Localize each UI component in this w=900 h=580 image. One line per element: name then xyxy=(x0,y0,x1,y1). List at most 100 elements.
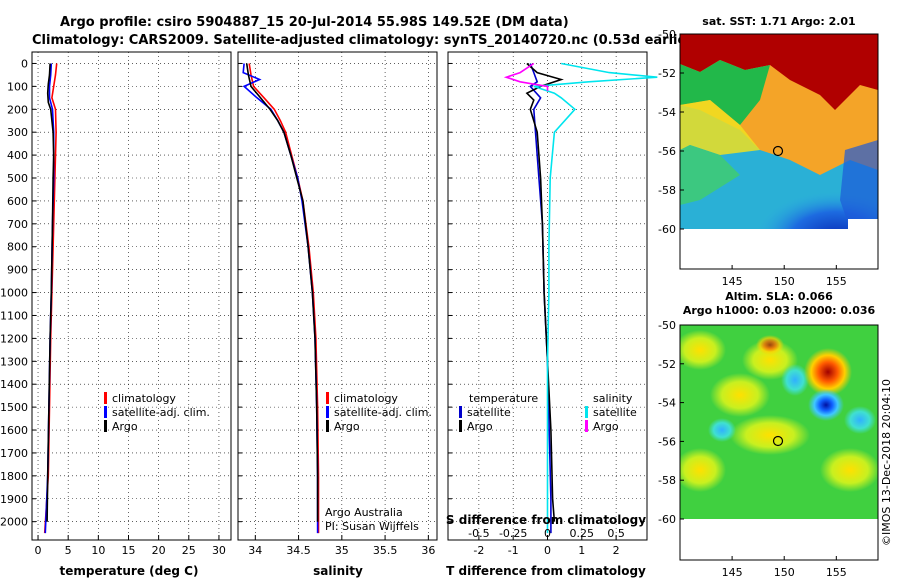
imos-credit: ©IMOS 13-Dec-2018 20:04:10 xyxy=(880,379,893,546)
series-layer xyxy=(43,62,658,534)
argo-position-marker xyxy=(772,435,784,447)
difference-legend: temperature satellite Argo salinity sate… xyxy=(459,392,637,433)
x-tick-label: 34 xyxy=(248,544,262,557)
sst-yellow-band xyxy=(680,100,760,155)
y-tick-label: 1200 xyxy=(0,332,28,345)
difference-xlabel: T difference from climatology xyxy=(446,564,646,578)
x-tick-label: 35 xyxy=(335,544,349,557)
annotation-pi: PI: Susan Wijffels xyxy=(325,520,419,533)
s-tick-label: 0.25 xyxy=(570,527,595,540)
sla-blob xyxy=(710,373,770,417)
legend-swatch-climatology xyxy=(104,392,107,404)
sla-high-small xyxy=(756,335,784,355)
y-tick-label: 100 xyxy=(7,80,28,93)
sst-map-title: sat. SST: 1.71 Argo: 2.01 xyxy=(702,15,855,28)
legend-label-climatology: climatology xyxy=(112,392,176,405)
legend-swatch-t-satellite xyxy=(459,406,462,418)
legend-swatch-satellite xyxy=(104,406,107,418)
map-x-tick-label: 150 xyxy=(774,275,795,288)
x-tick-label: 0 xyxy=(544,544,551,557)
annotation-argo-australia: Argo Australia xyxy=(325,506,403,519)
legend-title-temperature: temperature xyxy=(469,392,538,405)
y-tick-label: 700 xyxy=(7,218,28,231)
x-tick-label: 2 xyxy=(613,544,620,557)
x-tick-label: 36 xyxy=(421,544,435,557)
salinity-legend: climatology satellite-adj. clim. Argo xyxy=(326,392,432,433)
legend-label-t-satellite: satellite xyxy=(467,406,511,419)
legend-swatch-t-argo xyxy=(459,420,462,432)
sla-blob xyxy=(680,330,726,370)
salinity-panel-frame xyxy=(237,51,438,541)
map-y-tick-label: -58 xyxy=(658,184,676,197)
y-tick-label: 1800 xyxy=(0,470,28,483)
sla-blob xyxy=(680,448,726,492)
series-line-t-satellite xyxy=(529,63,552,534)
map-y-tick-label: -56 xyxy=(658,145,676,158)
s-tick-label: 0 xyxy=(544,527,551,540)
s-tick-label: -0.25 xyxy=(499,527,527,540)
grid-layer xyxy=(32,52,647,540)
x-tick-label: 20 xyxy=(152,544,166,557)
map-y-tick-label: -52 xyxy=(658,358,676,371)
sla-blob xyxy=(781,364,809,396)
y-tick-label: 400 xyxy=(7,149,28,162)
x-tick-label: 15 xyxy=(121,544,135,557)
legend-label-satellite: satellite-adj. clim. xyxy=(334,406,432,419)
series-line-t-argo xyxy=(525,62,564,522)
temperature-panel-frame xyxy=(31,51,232,541)
legend-swatch-climatology xyxy=(326,392,329,404)
y-tick-label: 600 xyxy=(7,195,28,208)
s-tick-label: -0.5 xyxy=(468,527,489,540)
salinity-xlabel: salinity xyxy=(313,564,363,578)
legend-swatch-argo xyxy=(326,420,329,432)
y-tick-label: 0 xyxy=(21,57,28,70)
y-tick-label: 1300 xyxy=(0,355,28,368)
s-tick-label: 0.5 xyxy=(607,527,625,540)
sla-blob xyxy=(844,406,876,434)
map-y-tick-label: -52 xyxy=(658,67,676,80)
legend-label-t-argo: Argo xyxy=(467,420,493,433)
x-tick-label: 35.5 xyxy=(373,544,398,557)
figure-title-line1: Argo profile: csiro 5904887_15 20-Jul-20… xyxy=(60,15,569,30)
temperature-xlabel: temperature (deg C) xyxy=(60,564,199,578)
legend-swatch-s-satellite xyxy=(585,406,588,418)
sla-map-title: Altim. SLA: 0.066 xyxy=(725,290,833,303)
sst-green-band xyxy=(680,60,770,125)
map-x-tick-label: 155 xyxy=(826,275,847,288)
sla-blob xyxy=(730,415,810,455)
x-tick-label: 1 xyxy=(578,544,585,557)
y-tick-label: 500 xyxy=(7,172,28,185)
x-tick-label: -2 xyxy=(473,544,484,557)
figure-title-line2: Climatology: CARS2009. Satellite-adjuste… xyxy=(32,33,699,48)
legend-label-satellite: satellite-adj. clim. xyxy=(112,406,210,419)
sla-high-eddy xyxy=(804,348,852,396)
y-tick-label: 2000 xyxy=(0,516,28,529)
y-tick-label: 1500 xyxy=(0,401,28,414)
tick-layer: 0 5 10 15 20 25 300100200300400500600700800900… xyxy=(0,57,625,557)
y-tick-label: 1000 xyxy=(0,287,28,300)
series-line-s-argo xyxy=(503,62,549,91)
sla-blob xyxy=(820,448,878,492)
sst-green-lower xyxy=(680,145,740,205)
y-tick-label: 1900 xyxy=(0,493,28,506)
y-tick-label: 800 xyxy=(7,241,28,254)
legend-label-argo: Argo xyxy=(112,420,138,433)
map-x-tick-label: 150 xyxy=(774,566,795,579)
sla-map-frame xyxy=(679,324,879,561)
legend-label-s-satellite: satellite xyxy=(593,406,637,419)
series-line-s-satellite xyxy=(533,62,658,534)
sla-blob xyxy=(708,418,736,442)
argo-position-marker xyxy=(772,145,784,157)
x-tick-label: 34.5 xyxy=(286,544,311,557)
x-tick-label: 0 xyxy=(35,544,42,557)
series-line-satellite-adj-clim- xyxy=(242,63,319,534)
y-tick-label: 300 xyxy=(7,126,28,139)
legend-swatch-argo xyxy=(104,420,107,432)
x-tick-label: 25 xyxy=(182,544,196,557)
sla-low-eddy xyxy=(808,389,844,421)
sst-land-gap xyxy=(848,219,878,229)
map-y-tick-label: -56 xyxy=(658,435,676,448)
s-difference-label: S difference from climatology xyxy=(446,513,646,527)
y-tick-label: 900 xyxy=(7,264,28,277)
